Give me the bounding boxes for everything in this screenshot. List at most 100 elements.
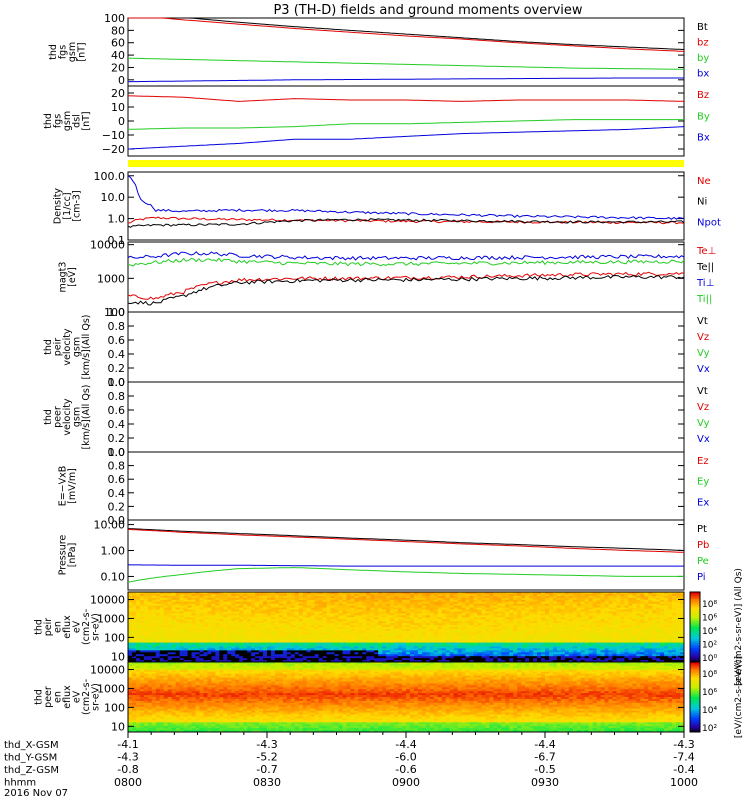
spectrogram-cell	[413, 601, 419, 605]
spectrogram-cell	[159, 632, 165, 636]
spectrogram-cell	[402, 592, 407, 595]
spectrogram-cell	[421, 605, 427, 609]
spectrogram-cell	[243, 642, 248, 645]
spectrogram-cell	[219, 617, 224, 620]
spectrogram-cell	[429, 595, 435, 599]
spectrogram-cell	[394, 658, 399, 661]
legend-entry: By	[697, 111, 710, 122]
spectrogram-cell	[378, 634, 383, 638]
spectrogram-cell	[227, 603, 232, 607]
spectrogram-cell	[437, 634, 443, 638]
spectrogram-cell	[183, 615, 189, 618]
spectrogram-cell	[298, 603, 304, 607]
spectrogram-cell	[143, 619, 149, 622]
spectrogram-cell	[402, 642, 407, 645]
spectrogram-cell	[346, 654, 351, 657]
spectrogram-cell	[175, 601, 181, 605]
spectrogram-cell	[354, 640, 359, 644]
spectrogram-cell	[394, 636, 399, 640]
spectrogram-cell	[330, 621, 336, 624]
spectrogram-cell	[251, 603, 256, 607]
spectrogram-cell	[243, 595, 248, 599]
spectrogram-cell	[175, 658, 181, 661]
spectrogram-cell	[306, 652, 312, 655]
spectrogram-cell	[227, 619, 232, 622]
spectrogram-cell	[247, 619, 252, 622]
spectrogram-cell	[378, 599, 383, 603]
spectrogram-cell	[135, 603, 141, 607]
spectrogram-cell	[302, 592, 308, 595]
spectrogram-cell	[386, 638, 391, 642]
spectrogram-cell	[390, 625, 395, 628]
spectrogram-cell	[191, 632, 197, 636]
spectrogram-cell	[274, 593, 280, 597]
spectrogram-cell	[318, 621, 324, 624]
spectrogram-cell	[219, 625, 224, 628]
spectrogram-cell	[378, 603, 383, 607]
spectrogram-cell	[386, 595, 391, 599]
spectrogram-cell	[203, 607, 208, 610]
spectrogram-cell	[215, 625, 220, 628]
spectrogram-cell	[417, 603, 423, 607]
spectrogram-cell	[155, 650, 161, 653]
spectrogram-cell	[302, 593, 308, 597]
spectrogram-cell	[386, 625, 391, 628]
spectrogram-cell	[326, 611, 332, 614]
spectrogram-cell	[402, 634, 407, 638]
spectrogram-cell	[378, 632, 383, 636]
spectrogram-cell	[338, 603, 343, 607]
spectrogram-cell	[263, 621, 268, 624]
spectrogram-cell	[314, 613, 320, 616]
spectrogram-cell	[274, 648, 280, 651]
spectrogram-cell	[191, 640, 197, 644]
spectrogram-cell	[370, 642, 375, 645]
spectrogram-cell	[382, 636, 387, 640]
spectrogram-cell	[338, 623, 343, 626]
spectrogram-cell	[243, 650, 248, 653]
spectrogram-cell	[314, 644, 320, 647]
spectrogram-cell	[302, 640, 308, 644]
spectrogram-cell	[425, 627, 431, 630]
spectrogram-cell	[429, 599, 435, 603]
spectrogram-cell	[251, 605, 256, 609]
spectrogram-cell	[231, 611, 236, 614]
spectrogram-cell	[338, 652, 343, 655]
spectrogram-cell	[207, 595, 212, 599]
spectrogram-cell	[402, 660, 407, 663]
spectrogram-cell	[294, 613, 300, 616]
spectrogram-cell	[366, 613, 371, 616]
spectrogram-cell	[235, 654, 240, 657]
series-line-by	[127, 119, 684, 130]
spectrogram-cell	[131, 660, 137, 663]
spectrogram-cell	[378, 619, 383, 622]
spectrogram-cell	[247, 615, 252, 618]
spectrogram-cell	[390, 609, 395, 612]
spectrogram-cell	[231, 621, 236, 624]
spectrogram-cell	[235, 601, 240, 605]
spectrogram-cell	[330, 607, 336, 610]
spectrogram-cell	[386, 636, 391, 640]
spectrogram-cell	[207, 593, 212, 597]
spectrogram-cell	[278, 638, 284, 642]
spectrogram-cell	[326, 658, 332, 661]
spectrogram-cell	[298, 593, 304, 597]
spectrogram-cell	[421, 642, 427, 645]
spectrogram-cell	[128, 609, 133, 612]
spectrogram-cell	[215, 595, 220, 599]
y-axis-label: [nT]	[81, 111, 92, 130]
spectrogram-cell	[417, 650, 423, 653]
spectrogram-cell	[139, 634, 145, 638]
spectrogram-cell	[398, 603, 403, 607]
spectrogram-cell	[195, 658, 200, 661]
spectrogram-cell	[429, 619, 435, 622]
spectrogram-cell	[267, 636, 272, 640]
spectrogram-cell	[382, 634, 387, 638]
spectrogram-cell	[318, 652, 324, 655]
spectrogram-cell	[437, 609, 443, 612]
spectrogram-cell	[259, 648, 264, 651]
spectrogram-cell	[247, 627, 252, 630]
spectrogram-cell	[429, 615, 435, 618]
spectrogram-cell	[302, 611, 308, 614]
spectrogram-cell	[358, 607, 363, 610]
spectrogram-cell	[171, 638, 177, 642]
